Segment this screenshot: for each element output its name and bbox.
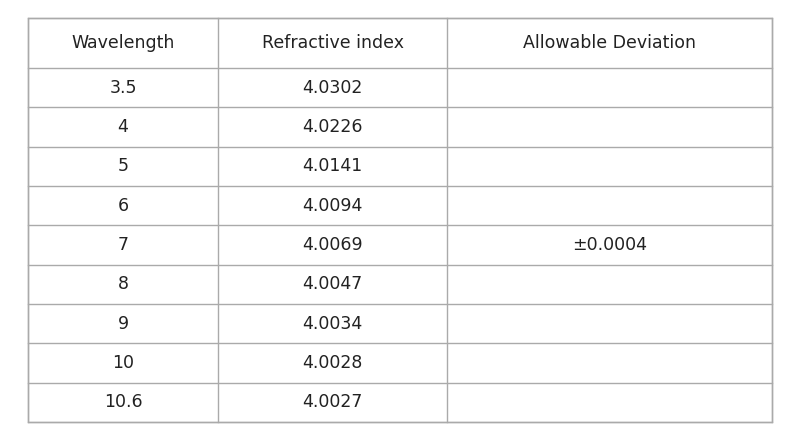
Text: Wavelength: Wavelength <box>71 34 174 52</box>
Text: 9: 9 <box>118 314 129 333</box>
Text: 4.0047: 4.0047 <box>302 276 362 293</box>
Text: 4.0028: 4.0028 <box>302 354 362 372</box>
Text: 4.0027: 4.0027 <box>302 393 362 411</box>
Text: 4.0302: 4.0302 <box>302 79 362 97</box>
Text: 4: 4 <box>118 118 129 136</box>
Text: 10.6: 10.6 <box>104 393 142 411</box>
Text: 5: 5 <box>118 157 129 175</box>
Text: 4.0069: 4.0069 <box>302 236 363 254</box>
Text: 6: 6 <box>118 197 129 215</box>
Text: 3.5: 3.5 <box>110 79 137 97</box>
Text: 4.0094: 4.0094 <box>302 197 362 215</box>
Text: 4.0034: 4.0034 <box>302 314 362 333</box>
Text: 4.0141: 4.0141 <box>302 157 362 175</box>
Text: Allowable Deviation: Allowable Deviation <box>523 34 696 52</box>
Text: ±0.0004: ±0.0004 <box>572 236 647 254</box>
Text: 10: 10 <box>112 354 134 372</box>
Text: Refractive index: Refractive index <box>262 34 403 52</box>
Text: 7: 7 <box>118 236 129 254</box>
Text: 8: 8 <box>118 276 129 293</box>
Text: 4.0226: 4.0226 <box>302 118 362 136</box>
